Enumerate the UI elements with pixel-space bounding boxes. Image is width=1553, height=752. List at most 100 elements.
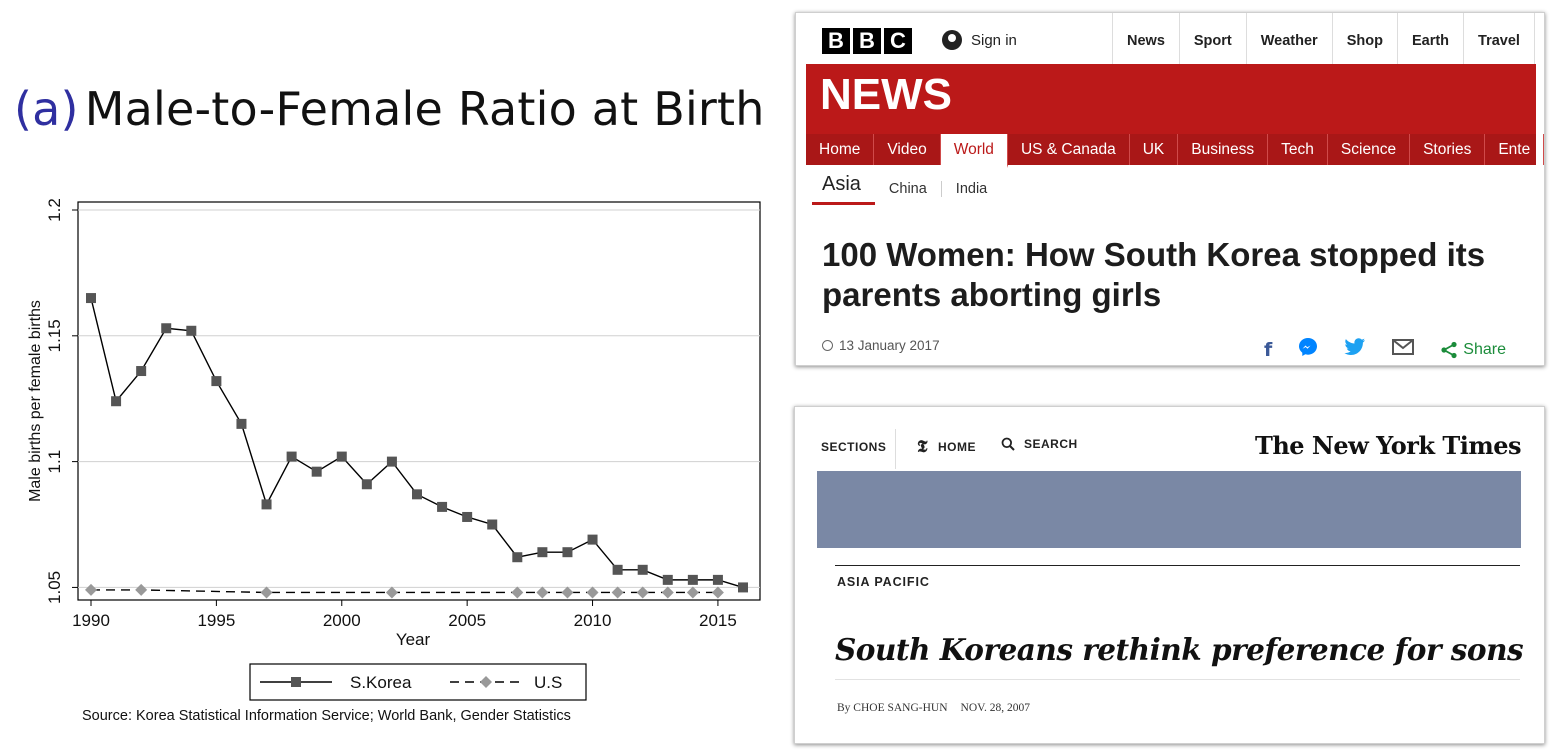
data-point (385, 586, 398, 599)
user-icon (942, 30, 962, 50)
page-title: (a) Male-to-Female Ratio at Birth (14, 82, 765, 136)
x-axis-label: Year (396, 630, 431, 649)
facebook-icon[interactable]: f (1264, 339, 1273, 361)
bbc-logo-block: B (822, 28, 850, 54)
data-point (537, 547, 548, 558)
divider (835, 679, 1520, 680)
x-tick-label: 2010 (574, 611, 612, 630)
byline-date: NOV. 28, 2007 (960, 702, 1030, 714)
signin-label: Sign in (971, 31, 1017, 49)
subnav-item-asia[interactable]: Asia (812, 173, 875, 205)
topnav-item-weather[interactable]: Weather (1245, 13, 1332, 64)
legend-marker (480, 676, 492, 688)
email-icon[interactable] (1392, 339, 1415, 361)
article-date: 13 January 2017 (822, 338, 940, 353)
data-point (186, 325, 197, 336)
search-label: SEARCH (1024, 437, 1078, 451)
bbc-news-wordmark[interactable]: NEWS (820, 70, 952, 119)
data-point (687, 574, 698, 585)
data-point (738, 582, 748, 593)
data-point (136, 366, 147, 377)
data-point (512, 552, 523, 563)
data-point (612, 564, 623, 575)
bbc-logo[interactable]: B B C (822, 28, 912, 54)
x-tick-label: 2015 (699, 611, 737, 630)
chart-source: Source: Korea Statistical Information Se… (82, 708, 571, 724)
bbc-topbar: B B C Sign in News Sport Weather Shop Ea… (796, 13, 1544, 64)
data-point (437, 501, 448, 512)
section-kicker[interactable]: ASIA PACIFIC (837, 575, 930, 589)
data-point (462, 511, 473, 522)
topnav-item-news[interactable]: News (1112, 13, 1179, 64)
y-tick-label: 1.2 (45, 198, 64, 222)
bbc-news-banner: NEWS Home Video World US & Canada UK Bus… (806, 64, 1544, 168)
data-point (487, 519, 498, 530)
data-point (135, 583, 148, 596)
data-point (260, 586, 273, 599)
nyt-headline: South Koreans rethink preference for son… (835, 632, 1524, 667)
nyt-logo[interactable]: The New York Times (1255, 431, 1522, 460)
sections-button[interactable]: SECTIONS (821, 440, 887, 454)
nav-item-uk[interactable]: UK (1130, 134, 1179, 165)
clock-icon (822, 340, 833, 351)
messenger-icon[interactable] (1298, 337, 1318, 363)
data-point (336, 451, 347, 462)
x-tick-label: 1990 (72, 611, 110, 630)
data-point (711, 586, 724, 599)
data-point (286, 451, 297, 462)
nav-item-video[interactable]: Video (874, 134, 941, 165)
data-point (85, 583, 97, 596)
bbc-logo-block: B (853, 28, 881, 54)
divider (835, 565, 1520, 566)
legend-label: U.S (534, 673, 562, 692)
data-point (586, 586, 599, 599)
subnav-item-china[interactable]: China (888, 181, 927, 197)
plot-area (77, 201, 761, 601)
nav-item-science[interactable]: Science (1328, 134, 1411, 165)
topnav-item-sport[interactable]: Sport (1178, 13, 1246, 64)
nav-item-business[interactable]: Business (1178, 134, 1269, 165)
share-button[interactable]: Share (1440, 339, 1506, 361)
x-tick-label: 2000 (323, 611, 361, 630)
subnav-item-india[interactable]: India (940, 181, 1001, 197)
nav-item-us-canada[interactable]: US & Canada (1008, 134, 1130, 165)
home-label: HOME (937, 440, 976, 454)
home-button[interactable]: 𝕿 HOME (917, 437, 976, 457)
signin-link[interactable]: Sign in (942, 30, 1017, 50)
date-text: 13 January 2017 (839, 338, 940, 353)
divider (895, 429, 896, 469)
topnav-item-travel[interactable]: Travel (1463, 13, 1535, 64)
twitter-icon[interactable] (1344, 338, 1366, 362)
data-point (661, 586, 674, 599)
data-point (386, 456, 397, 467)
bbc-top-nav: News Sport Weather Shop Earth Travel (1112, 13, 1535, 64)
data-point (311, 466, 322, 477)
data-point (511, 586, 524, 599)
data-point (562, 547, 573, 558)
nav-item-home[interactable]: Home (806, 134, 875, 165)
data-point (611, 586, 624, 599)
data-point (412, 489, 422, 500)
data-point (662, 574, 673, 585)
bbc-article-card: B B C Sign in News Sport Weather Shop Ea… (795, 12, 1545, 366)
legend-label: S.Korea (350, 673, 412, 692)
y-tick-label: 1.15 (45, 319, 64, 352)
search-button[interactable]: SEARCH (1001, 437, 1078, 451)
share-label: Share (1463, 341, 1506, 358)
nav-item-stories[interactable]: Stories (1410, 134, 1486, 165)
nav-item-entertainment[interactable]: Ente (1485, 134, 1544, 165)
topnav-item-earth[interactable]: Earth (1396, 13, 1463, 64)
byline: By CHOE SANG-HUN NOV. 28, 2007 (837, 702, 1030, 714)
data-point (261, 499, 272, 510)
nyt-article-card: SECTIONS 𝕿 HOME SEARCH The New York Time… (794, 406, 1545, 744)
nav-item-world[interactable]: World (940, 134, 1008, 168)
data-point (111, 396, 122, 407)
share-icon (1441, 341, 1457, 359)
data-point (161, 323, 172, 334)
data-point (636, 586, 649, 599)
data-point (236, 418, 247, 429)
byline-author: By CHOE SANG-HUN (837, 702, 948, 714)
title-text: Male-to-Female Ratio at Birth (84, 82, 765, 136)
nav-item-tech[interactable]: Tech (1268, 134, 1328, 165)
topnav-item-shop[interactable]: Shop (1331, 13, 1397, 64)
